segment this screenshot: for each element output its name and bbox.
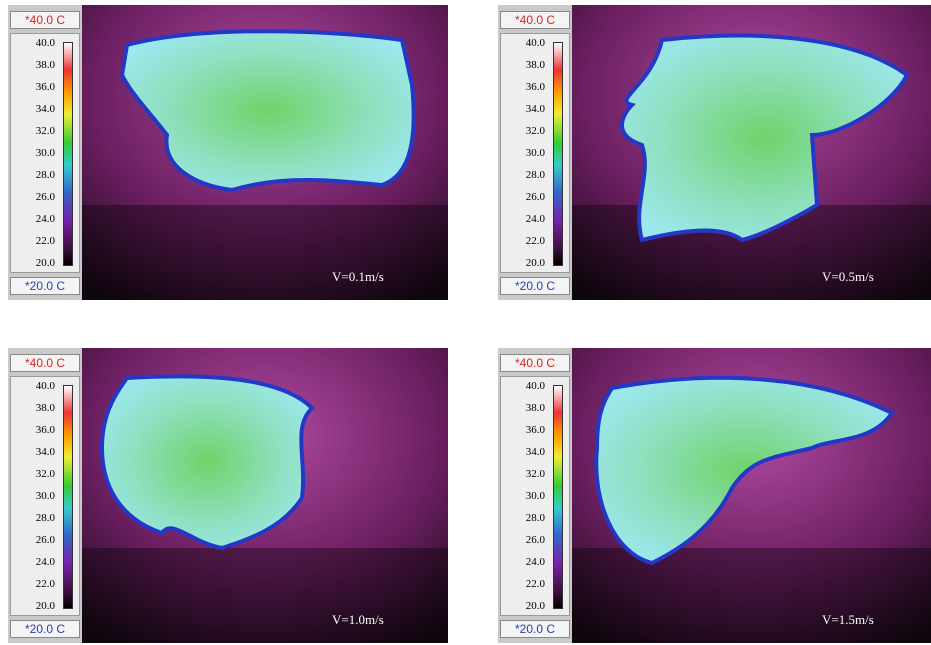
scale-tick-label: 20.0 — [505, 257, 545, 269]
min-temp-label: *20.0 C — [500, 620, 570, 638]
scale-tick-label: 34.0 — [15, 446, 55, 458]
scale-tick-label: 36.0 — [505, 81, 545, 93]
scale-tick-label: 20.0 — [15, 600, 55, 612]
scale-tick-label: 26.0 — [505, 534, 545, 546]
speed-caption: V=1.0m/s — [332, 612, 384, 627]
thermal-image: V=0.1m/s — [82, 5, 448, 300]
scale-tick-label: 38.0 — [15, 402, 55, 414]
scale-tick-label: 40.0 — [15, 380, 55, 392]
color-bar — [553, 385, 563, 609]
scale-tick-label: 24.0 — [505, 213, 545, 225]
min-temp-label: *20.0 C — [10, 620, 80, 638]
scale-tick-label: 22.0 — [15, 578, 55, 590]
min-temp-label: *20.0 C — [10, 277, 80, 295]
thermal-panel: *40.0 C 40.0 38.0 36.0 34.0 32.0 30.0 28.0 26.0 2… — [498, 5, 931, 300]
scale-tick-label: 32.0 — [15, 125, 55, 137]
color-bar — [63, 42, 73, 266]
scale-tick-label: 40.0 — [505, 37, 545, 49]
thermal-panel: *40.0 C 40.0 38.0 36.0 34.0 32.0 30.0 28.0 26.0 2… — [498, 348, 931, 643]
scale-tick-label: 30.0 — [15, 147, 55, 159]
max-temp-label: *40.0 C — [500, 11, 570, 29]
scale-tick-label: 22.0 — [505, 578, 545, 590]
thermal-image: V=1.0m/s — [82, 348, 448, 643]
scale-tick-label: 36.0 — [505, 424, 545, 436]
scale-tick-label: 26.0 — [505, 191, 545, 203]
scale-tick-label: 36.0 — [15, 81, 55, 93]
thermal-panel: *40.0 C 40.0 38.0 36.0 34.0 32.0 30.0 28.0 26.0 2… — [8, 348, 448, 643]
scale-tick-label: 30.0 — [505, 147, 545, 159]
min-temp-label: *20.0 C — [500, 277, 570, 295]
max-temp-label: *40.0 C — [10, 11, 80, 29]
scale-tick-label: 32.0 — [505, 468, 545, 480]
scale-tick-label: 22.0 — [15, 235, 55, 247]
scale-tick-label: 22.0 — [505, 235, 545, 247]
scale-tick-label: 30.0 — [15, 490, 55, 502]
color-scale: 40.0 38.0 36.0 34.0 32.0 30.0 28.0 26.0 24.0 22.0… — [500, 33, 570, 273]
scale-tick-label: 26.0 — [15, 191, 55, 203]
speed-caption: V=1.5m/s — [822, 612, 874, 627]
scale-tick-label: 40.0 — [15, 37, 55, 49]
scale-tick-label: 28.0 — [15, 512, 55, 524]
figure: (() => { const data = JSON.parse(documen… — [0, 0, 931, 645]
scale-tick-label: 32.0 — [15, 468, 55, 480]
scale-tick-label: 20.0 — [505, 600, 545, 612]
scale-tick-label: 24.0 — [15, 556, 55, 568]
color-scale: 40.0 38.0 36.0 34.0 32.0 30.0 28.0 26.0 24.0 22.0… — [10, 33, 80, 273]
scale-tick-label: 34.0 — [15, 103, 55, 115]
color-bar — [553, 42, 563, 266]
scale-tick-label: 38.0 — [15, 59, 55, 71]
scale-tick-label: 28.0 — [505, 512, 545, 524]
max-temp-label: *40.0 C — [500, 354, 570, 372]
thermal-image: V=0.5m/s — [572, 5, 931, 300]
scale-tick-label: 38.0 — [505, 59, 545, 71]
scale-tick-label: 34.0 — [505, 103, 545, 115]
scale-tick-label: 30.0 — [505, 490, 545, 502]
scale-tick-label: 26.0 — [15, 534, 55, 546]
scale-tick-label: 40.0 — [505, 380, 545, 392]
scale-tick-label: 32.0 — [505, 125, 545, 137]
speed-caption: V=0.1m/s — [332, 269, 384, 284]
color-scale: 40.0 38.0 36.0 34.0 32.0 30.0 28.0 26.0 24.0 22.0… — [10, 376, 80, 616]
thermal-image: V=1.5m/s — [572, 348, 931, 643]
color-scale: 40.0 38.0 36.0 34.0 32.0 30.0 28.0 26.0 24.0 22.0… — [500, 376, 570, 616]
scale-tick-label: 28.0 — [505, 169, 545, 181]
scale-tick-label: 28.0 — [15, 169, 55, 181]
thermal-panel: *40.0 C 40.0 38.0 36.0 34.0 32.0 30.0 28.0 26.0 2… — [8, 5, 448, 300]
scale-tick-label: 24.0 — [15, 213, 55, 225]
scale-tick-label: 20.0 — [15, 257, 55, 269]
speed-caption: V=0.5m/s — [822, 269, 874, 284]
scale-tick-label: 34.0 — [505, 446, 545, 458]
scale-tick-label: 36.0 — [15, 424, 55, 436]
max-temp-label: *40.0 C — [10, 354, 80, 372]
scale-tick-label: 38.0 — [505, 402, 545, 414]
scale-tick-label: 24.0 — [505, 556, 545, 568]
color-bar — [63, 385, 73, 609]
